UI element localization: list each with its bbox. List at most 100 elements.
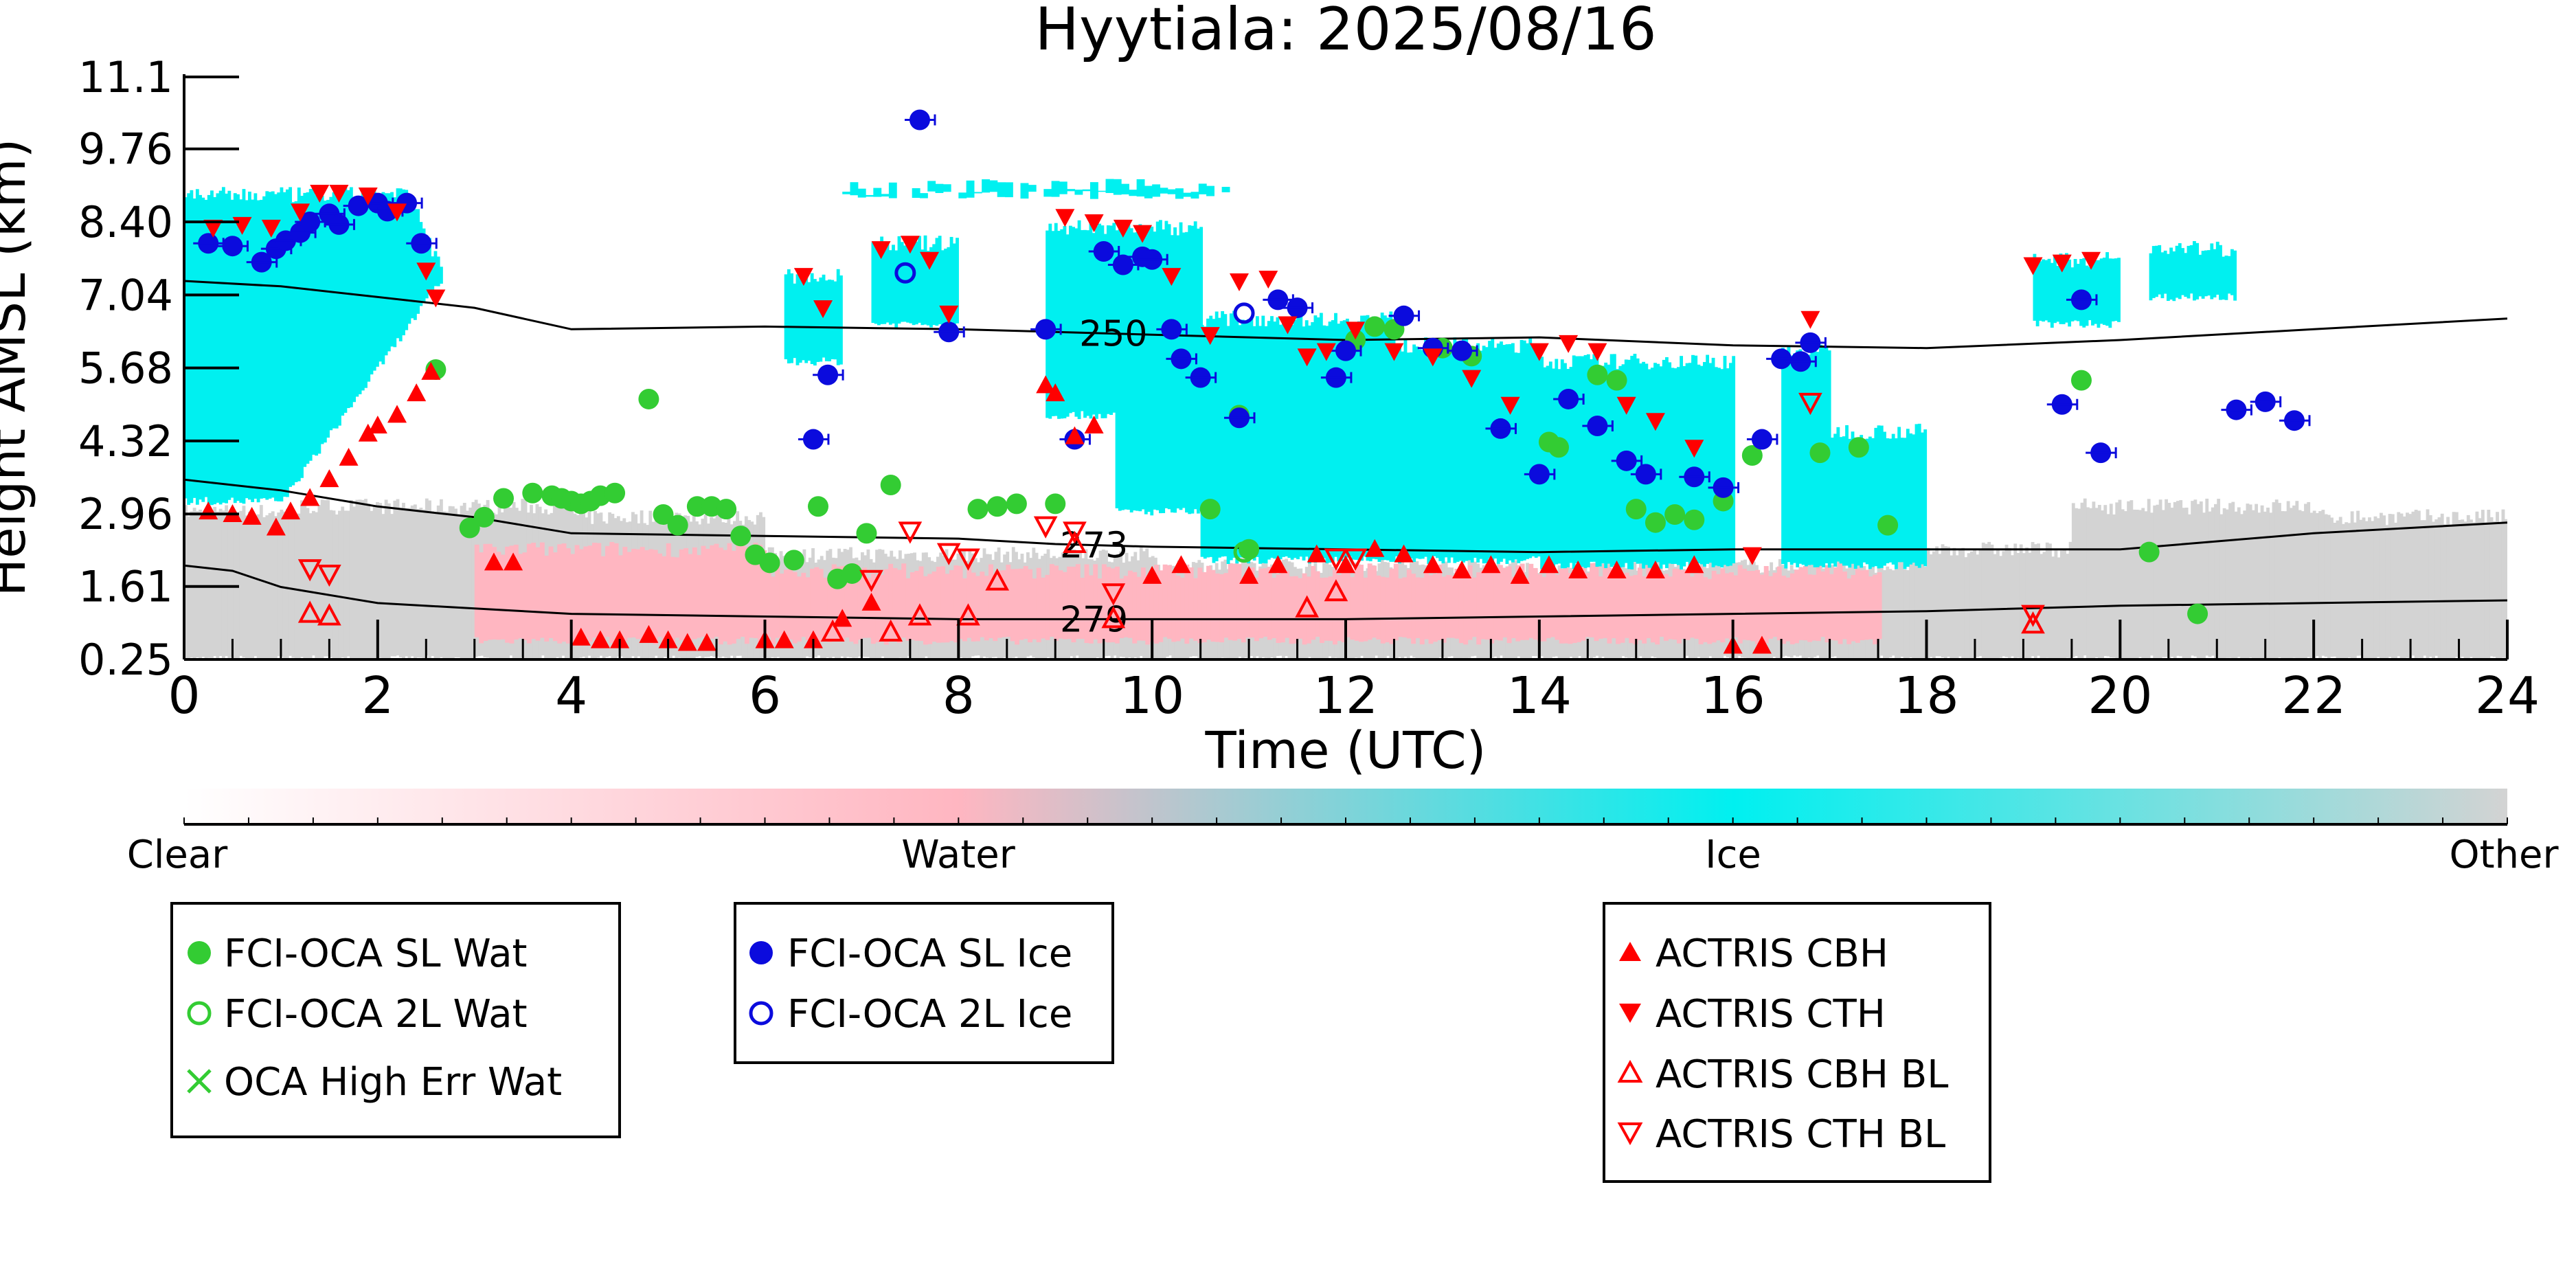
bg-ice	[2160, 252, 2165, 299]
bg-water	[1359, 565, 1364, 642]
bg-ice	[1080, 229, 1084, 411]
bg-other	[402, 502, 405, 659]
bg-ice	[1340, 321, 1344, 562]
bg-water	[1568, 573, 1573, 644]
bg-other	[2016, 552, 2020, 658]
bg-other	[2260, 505, 2264, 659]
marker-actris-cth-bl	[1033, 516, 1058, 539]
bg-ice	[912, 188, 920, 199]
bg-other	[187, 516, 191, 659]
marker-actris-cth	[939, 305, 959, 324]
bg-water	[1250, 567, 1255, 638]
y-tick-label: 0.25	[78, 635, 173, 685]
marker-actris-cbh	[1423, 555, 1443, 574]
bg-water	[1789, 573, 1795, 644]
marker-actris-cth	[1278, 316, 1298, 335]
marker-actris-cth	[1133, 225, 1153, 243]
marker-actris-cbh	[484, 552, 504, 571]
bg-ice	[1403, 339, 1408, 563]
marker-fci-oca-sl-wat	[1877, 515, 1899, 536]
marker-actris-cbh	[281, 501, 301, 520]
bg-water	[683, 547, 689, 644]
marker-fci-oca-sl-ice-errorbar	[1746, 433, 1778, 445]
bg-other	[256, 514, 260, 659]
bg-ice	[850, 182, 859, 196]
bg-ice	[341, 188, 345, 416]
bg-other	[2037, 543, 2040, 656]
bg-ice	[1505, 344, 1509, 564]
marker-actris-cbh	[1568, 561, 1588, 579]
bg-other	[1883, 569, 1886, 659]
bg-water	[1097, 578, 1103, 644]
bg-ice	[1150, 226, 1154, 516]
bg-water	[657, 553, 663, 637]
bg-ice	[1109, 225, 1113, 416]
bg-ice	[282, 192, 286, 497]
bg-other	[2138, 510, 2142, 657]
bg-other	[2246, 504, 2250, 659]
bg-other	[233, 515, 237, 659]
y-axis-ticks: 0.25 1.61 2.96 4.32 5.68 7.04 8.40 9.76 11.1	[78, 52, 239, 685]
bg-ice	[966, 180, 975, 198]
bg-ice	[839, 275, 843, 365]
bg-ice	[1427, 340, 1431, 565]
marker-fci-oca-sl-wat	[759, 552, 780, 574]
bg-ice	[1209, 315, 1213, 557]
bg-water	[1759, 574, 1765, 640]
bg-other	[2298, 510, 2302, 659]
bg-water	[1385, 577, 1390, 643]
bg-water	[1663, 574, 1669, 641]
bg-ice	[2073, 259, 2077, 321]
bg-ice	[1694, 355, 1698, 563]
marker-actris-cth	[2052, 254, 2072, 273]
bg-other	[2019, 544, 2023, 659]
bg-water	[1533, 567, 1538, 640]
bg-ice	[1569, 367, 1573, 563]
bg-other	[1914, 557, 1919, 659]
bg-ice	[1601, 365, 1605, 564]
bg-other	[2115, 502, 2119, 659]
bg-ice	[416, 209, 420, 314]
bg-ice	[1526, 343, 1529, 559]
bg-ice	[245, 200, 249, 499]
bg-ice	[1200, 324, 1204, 557]
bg-water	[857, 573, 863, 640]
bg-other	[364, 499, 368, 659]
bg-water	[1398, 578, 1403, 637]
bg-water	[1807, 574, 1813, 642]
marker-fci-oca-sl-wat	[605, 482, 626, 504]
bg-water	[1541, 576, 1547, 642]
bg-ice	[1348, 323, 1353, 557]
bg-other	[2150, 512, 2154, 656]
marker-actris-cth	[1616, 396, 1636, 415]
bg-ice	[1363, 315, 1367, 557]
bg-ice	[1418, 349, 1422, 559]
marker-actris-cbh	[677, 633, 697, 651]
bg-ice	[1401, 351, 1405, 558]
marker-fci-oca-sl-ice-errorbar	[1485, 422, 1517, 434]
bg-water	[1763, 566, 1769, 644]
bg-ice	[1386, 317, 1390, 561]
bg-ice	[1853, 437, 1857, 569]
bg-ice	[1144, 185, 1153, 199]
bg-other	[2187, 514, 2191, 659]
data-markers	[193, 109, 2311, 654]
bg-water	[596, 543, 602, 640]
bg-water	[613, 543, 619, 638]
bg-ice	[436, 256, 440, 286]
bg-water	[1524, 578, 1529, 640]
bg-other	[2420, 520, 2424, 659]
bg-ice	[1415, 346, 1419, 558]
bg-water	[1272, 578, 1277, 639]
bg-ice	[1068, 225, 1072, 414]
bg-water	[1502, 567, 1508, 637]
bg-ice	[230, 199, 234, 498]
bg-other	[1938, 554, 1942, 657]
bg-ice	[2044, 260, 2048, 321]
bg-other	[2463, 521, 2467, 659]
bg-water	[1101, 564, 1107, 642]
bg-other	[2417, 510, 2421, 658]
bg-ice	[2193, 240, 2196, 301]
bg-other	[428, 500, 431, 659]
bg-ice	[1098, 223, 1102, 414]
